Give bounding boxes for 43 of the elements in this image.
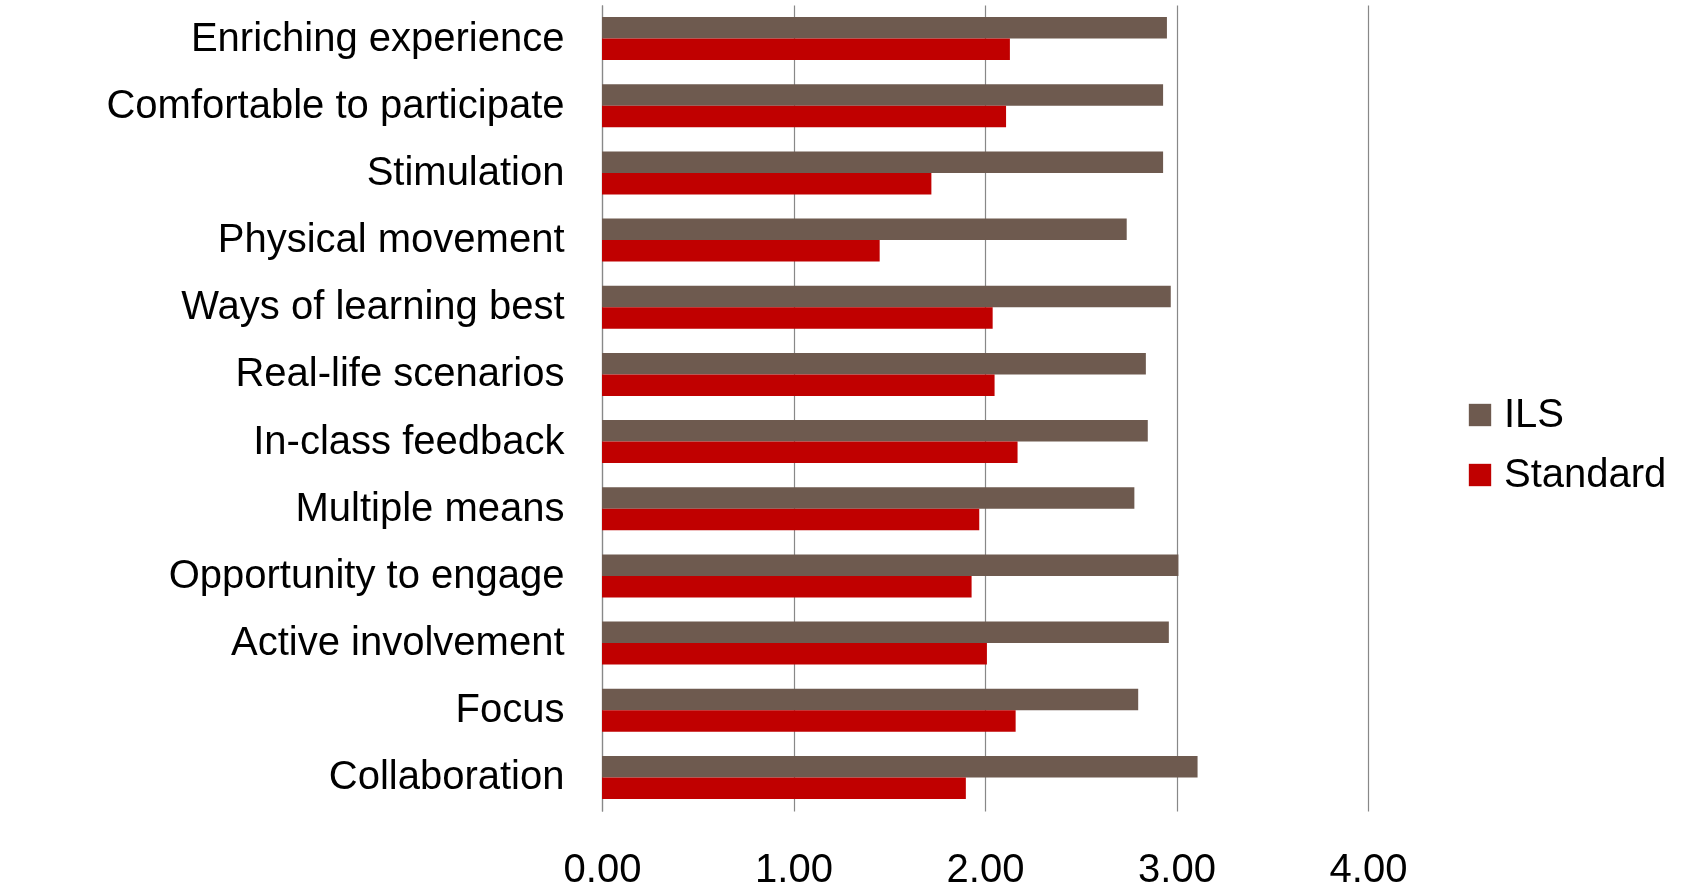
legend-label: ILS bbox=[1504, 391, 1565, 435]
y-tick-label: Collaboration bbox=[328, 753, 565, 798]
x-tick-label: 0.00 bbox=[563, 845, 642, 890]
y-tick-label: Active involvement bbox=[231, 619, 565, 664]
x-tick-label: 2.00 bbox=[946, 845, 1025, 890]
bar bbox=[602, 307, 993, 329]
y-tick-label: Focus bbox=[455, 686, 565, 731]
y-tick-label: In-class feedback bbox=[253, 417, 566, 462]
y-tick-label: Physical movement bbox=[217, 216, 565, 261]
y-tick-label: Opportunity to engage bbox=[168, 551, 565, 596]
bar bbox=[602, 374, 995, 396]
bar bbox=[602, 105, 1007, 128]
bar bbox=[602, 441, 1018, 464]
bar bbox=[602, 688, 1139, 711]
bar bbox=[602, 285, 1171, 308]
y-tick-label: Ways of learning best bbox=[181, 283, 565, 328]
bar bbox=[602, 218, 1127, 241]
bar bbox=[602, 575, 972, 598]
bar bbox=[602, 777, 966, 799]
bar bbox=[602, 508, 980, 531]
bar bbox=[602, 643, 987, 665]
bar bbox=[602, 621, 1169, 644]
y-tick-label: Comfortable to participate bbox=[106, 81, 565, 126]
bar bbox=[602, 755, 1198, 778]
x-tick-label: 3.00 bbox=[1138, 845, 1216, 890]
bar bbox=[602, 17, 1167, 39]
y-tick-label: Multiple means bbox=[295, 484, 565, 529]
bar bbox=[602, 84, 1164, 106]
legend-label: Standard bbox=[1504, 451, 1667, 495]
bar bbox=[602, 172, 932, 195]
bar bbox=[602, 487, 1135, 509]
x-tick-label: 4.00 bbox=[1329, 845, 1408, 890]
x-tick-label: 1.00 bbox=[755, 845, 833, 890]
bar bbox=[602, 240, 880, 262]
bar bbox=[602, 352, 1146, 375]
bar bbox=[602, 710, 1016, 732]
bar bbox=[602, 554, 1179, 576]
bar bbox=[602, 38, 1010, 61]
y-tick-label: Real-life scenarios bbox=[235, 350, 565, 395]
bar bbox=[602, 151, 1164, 173]
bar bbox=[602, 420, 1148, 442]
y-tick-label: Enriching experience bbox=[190, 14, 565, 59]
y-tick-label: Stimulation bbox=[366, 148, 565, 193]
